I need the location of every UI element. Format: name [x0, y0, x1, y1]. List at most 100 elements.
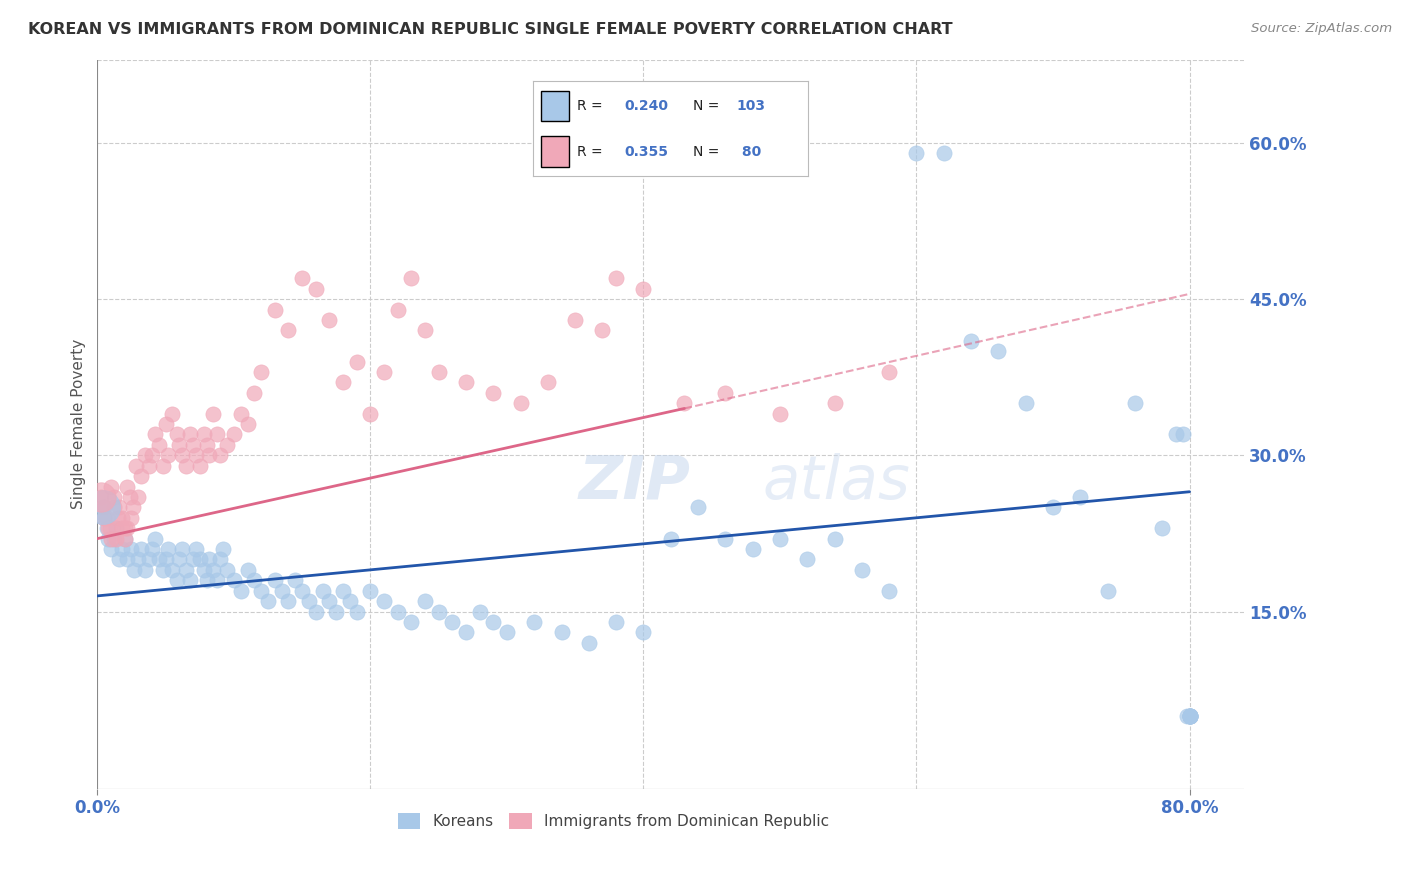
Point — [114, 532, 136, 546]
Point — [1178, 708, 1201, 723]
Point — [413, 323, 436, 337]
Point — [202, 407, 225, 421]
Point — [441, 615, 464, 629]
Point — [97, 532, 120, 546]
Text: Source: ZipAtlas.com: Source: ZipAtlas.com — [1251, 22, 1392, 36]
Point — [1178, 708, 1201, 723]
Point — [277, 594, 299, 608]
Point — [263, 574, 285, 588]
Point — [387, 605, 409, 619]
Point — [215, 438, 238, 452]
Point — [209, 448, 232, 462]
Point — [311, 583, 333, 598]
Point — [291, 583, 314, 598]
Point — [236, 563, 259, 577]
Point — [166, 427, 188, 442]
Point — [111, 541, 134, 556]
Point — [107, 510, 129, 524]
Point — [222, 574, 245, 588]
Point — [198, 552, 221, 566]
Point — [714, 385, 737, 400]
Point — [90, 490, 112, 504]
Point — [198, 448, 221, 462]
Point — [1171, 427, 1194, 442]
Point — [179, 574, 201, 588]
Point — [851, 563, 873, 577]
Point — [468, 605, 491, 619]
Point — [373, 594, 395, 608]
Point — [157, 541, 180, 556]
Point — [100, 541, 122, 556]
Point — [454, 625, 477, 640]
Point — [152, 563, 174, 577]
Point — [318, 313, 340, 327]
Point — [108, 500, 131, 515]
Point — [537, 376, 560, 390]
Point — [212, 541, 235, 556]
Point — [877, 365, 900, 379]
Point — [905, 146, 928, 161]
Point — [401, 271, 423, 285]
Point — [143, 532, 166, 546]
Point — [1042, 500, 1064, 515]
Point — [250, 583, 273, 598]
Point — [578, 636, 600, 650]
Point — [960, 334, 983, 348]
Point — [1178, 708, 1201, 723]
Point — [193, 563, 215, 577]
Point — [179, 427, 201, 442]
Point — [108, 552, 131, 566]
Point — [550, 625, 572, 640]
Point — [298, 594, 321, 608]
Point — [769, 407, 792, 421]
Point — [148, 438, 170, 452]
Point — [103, 532, 125, 546]
Point — [1164, 427, 1187, 442]
Text: atlas: atlas — [762, 453, 910, 512]
Point — [673, 396, 696, 410]
Point — [124, 458, 146, 473]
Point — [122, 563, 145, 577]
Point — [1178, 708, 1201, 723]
Point — [318, 594, 340, 608]
Point — [162, 563, 184, 577]
Text: KOREAN VS IMMIGRANTS FROM DOMINICAN REPUBLIC SINGLE FEMALE POVERTY CORRELATION C: KOREAN VS IMMIGRANTS FROM DOMINICAN REPU… — [28, 22, 953, 37]
Point — [1178, 708, 1201, 723]
Point — [796, 552, 818, 566]
Point — [222, 427, 245, 442]
Point — [121, 510, 143, 524]
Point — [339, 594, 361, 608]
Point — [769, 532, 792, 546]
Point — [105, 521, 128, 535]
Point — [482, 615, 505, 629]
Point — [114, 521, 136, 535]
Point — [605, 615, 627, 629]
Point — [91, 500, 114, 515]
Point — [263, 302, 285, 317]
Point — [1175, 708, 1198, 723]
Point — [509, 396, 531, 410]
Y-axis label: Single Female Poverty: Single Female Poverty — [72, 339, 86, 509]
Point — [134, 563, 156, 577]
Point — [250, 365, 273, 379]
Point — [188, 458, 211, 473]
Point — [120, 490, 142, 504]
Point — [346, 354, 368, 368]
Point — [169, 438, 191, 452]
Point — [105, 532, 128, 546]
Point — [332, 376, 354, 390]
Point — [170, 448, 193, 462]
Point — [496, 625, 519, 640]
Point — [359, 407, 381, 421]
Point — [93, 510, 115, 524]
Point — [127, 490, 149, 504]
Point — [482, 385, 505, 400]
Point — [129, 541, 152, 556]
Point — [111, 510, 134, 524]
Point — [157, 448, 180, 462]
Point — [174, 458, 197, 473]
Point — [1123, 396, 1146, 410]
Point — [93, 500, 115, 515]
Point — [141, 541, 163, 556]
Point — [633, 282, 655, 296]
